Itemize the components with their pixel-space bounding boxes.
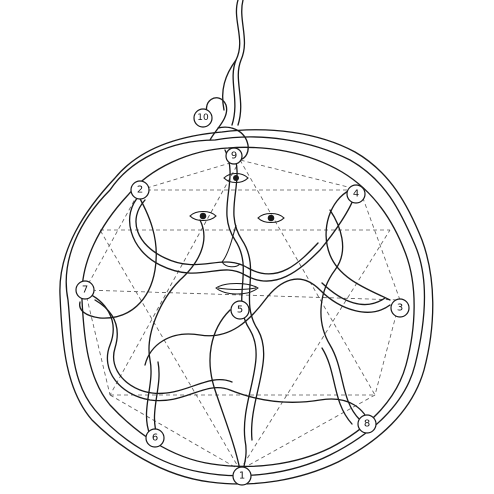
node-9-label: 9: [231, 151, 237, 162]
face: [189, 172, 285, 295]
node-10: 10: [193, 108, 213, 128]
numbered-nodes: 1 2 3 4 5 6 7 8: [75, 108, 410, 486]
node-3: 3: [390, 298, 410, 318]
node-8-label: 8: [364, 419, 370, 430]
top-eye-icon: [223, 172, 249, 184]
node-6: 6: [145, 428, 165, 448]
node-4-label: 4: [353, 189, 359, 200]
node-7: 7: [75, 280, 95, 300]
node-1: 1: [232, 466, 252, 486]
node-1-label: 1: [239, 471, 245, 482]
inner-ribbons: [79, 149, 391, 476]
hanging-cord: [221, 0, 246, 126]
node-5: 5: [230, 300, 250, 320]
node-4: 4: [346, 184, 366, 204]
node-7-label: 7: [82, 285, 88, 296]
node-10-label: 10: [197, 113, 209, 123]
node-9: 9: [225, 147, 243, 165]
mouth-icon: [215, 283, 259, 295]
outer-ribbon-bands: [59, 129, 434, 485]
right-eye-icon: [257, 212, 285, 224]
dashed-construction-lines: [84, 159, 401, 471]
node-8: 8: [357, 414, 377, 434]
node-2: 2: [130, 180, 150, 200]
node-5-label: 5: [237, 305, 243, 316]
left-eye-icon: [189, 210, 217, 222]
nose-icon: [221, 224, 241, 268]
node-2-label: 2: [137, 185, 143, 196]
node-3-label: 3: [397, 303, 403, 314]
node-6-label: 6: [152, 433, 158, 444]
